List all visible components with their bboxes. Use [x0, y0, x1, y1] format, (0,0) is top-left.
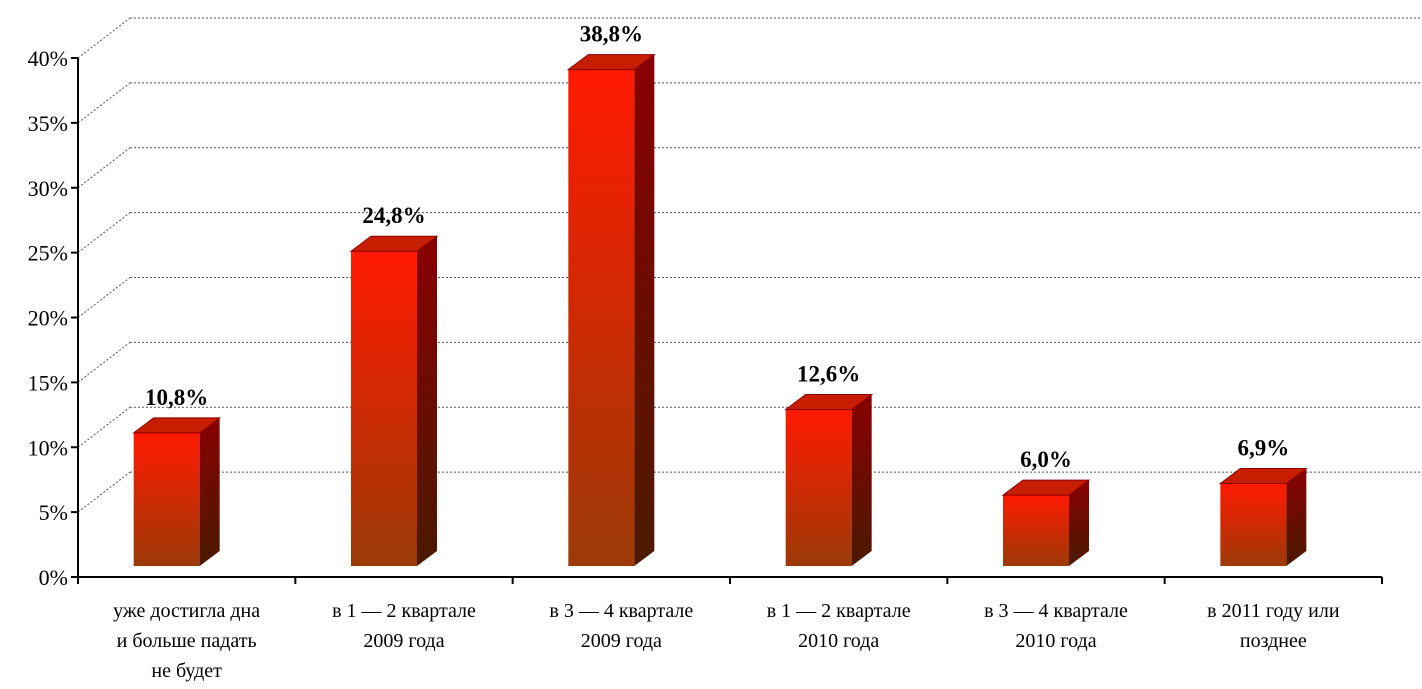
- bar-side: [417, 236, 437, 566]
- y-tick-label: 40%: [28, 46, 68, 71]
- category-label: в 3 — 4 квартале 2009 года: [549, 600, 693, 652]
- grid-diagonal: [77, 471, 131, 513]
- data-label: 38,8%: [580, 22, 643, 47]
- bar-side: [1286, 468, 1307, 566]
- grid-diagonal: [77, 82, 131, 124]
- category-label: уже достигла дна и больше падать не будет: [113, 600, 260, 682]
- bar: [349, 235, 439, 566]
- bar-front: [568, 69, 635, 566]
- bar-side: [851, 394, 872, 566]
- axes: [71, 57, 1383, 584]
- y-tick-label: 30%: [28, 176, 68, 201]
- bar-front: [351, 251, 417, 566]
- category-label: в 2011 году или позднее: [1207, 600, 1340, 652]
- grid-diagonal: [77, 147, 131, 189]
- data-label: 6,9%: [1237, 435, 1289, 460]
- y-tick-label: 20%: [28, 306, 68, 331]
- y-tick-label: 15%: [28, 370, 68, 395]
- grid-diagonal: [77, 341, 131, 383]
- bar-side: [634, 54, 655, 566]
- labels: 0% 5% 10% 15% 20% 25% 30% 35% 40% 10,8% уже достиг…: [28, 22, 1340, 682]
- bar-top: [566, 54, 656, 71]
- y-tick-label: 10%: [28, 435, 68, 460]
- grid-diagonal: [77, 277, 131, 318]
- bar-front: [1220, 483, 1287, 566]
- bar-front: [133, 432, 200, 566]
- y-tick-label: 5%: [39, 500, 68, 525]
- bar-top: [1001, 479, 1091, 496]
- bar: [566, 54, 656, 566]
- y-tick-label: 35%: [28, 111, 68, 136]
- y-tick-label: 25%: [28, 241, 68, 266]
- category-label: в 1 — 2 квартале 2009 года: [332, 600, 476, 652]
- data-label: 12,6%: [797, 362, 860, 387]
- bar-front: [1003, 495, 1069, 566]
- bar-side: [199, 417, 220, 566]
- category-label: в 3 — 4 квартале 2010 года: [984, 600, 1128, 652]
- grid-diagonal: [77, 406, 131, 448]
- gridlines: [77, 17, 1422, 513]
- data-label: 6,0%: [1020, 447, 1072, 472]
- bar: [1001, 479, 1091, 566]
- bar: [784, 394, 874, 566]
- bar-top: [1218, 467, 1308, 484]
- bar: [132, 417, 222, 566]
- grid-diagonal: [77, 17, 131, 59]
- y-tick-label: 0%: [39, 565, 68, 590]
- bar-top: [784, 394, 874, 411]
- data-label: 24,8%: [362, 203, 425, 228]
- bar-top: [132, 417, 222, 434]
- bar-front: [785, 409, 852, 566]
- data-label: 10,8%: [145, 385, 208, 410]
- category-label: в 1 — 2 квартале 2010 года: [767, 600, 911, 652]
- grid-diagonal: [77, 212, 131, 254]
- bar-side: [1069, 480, 1089, 566]
- bars: [132, 54, 1308, 566]
- bar: [1218, 467, 1308, 566]
- bar-top: [349, 235, 439, 252]
